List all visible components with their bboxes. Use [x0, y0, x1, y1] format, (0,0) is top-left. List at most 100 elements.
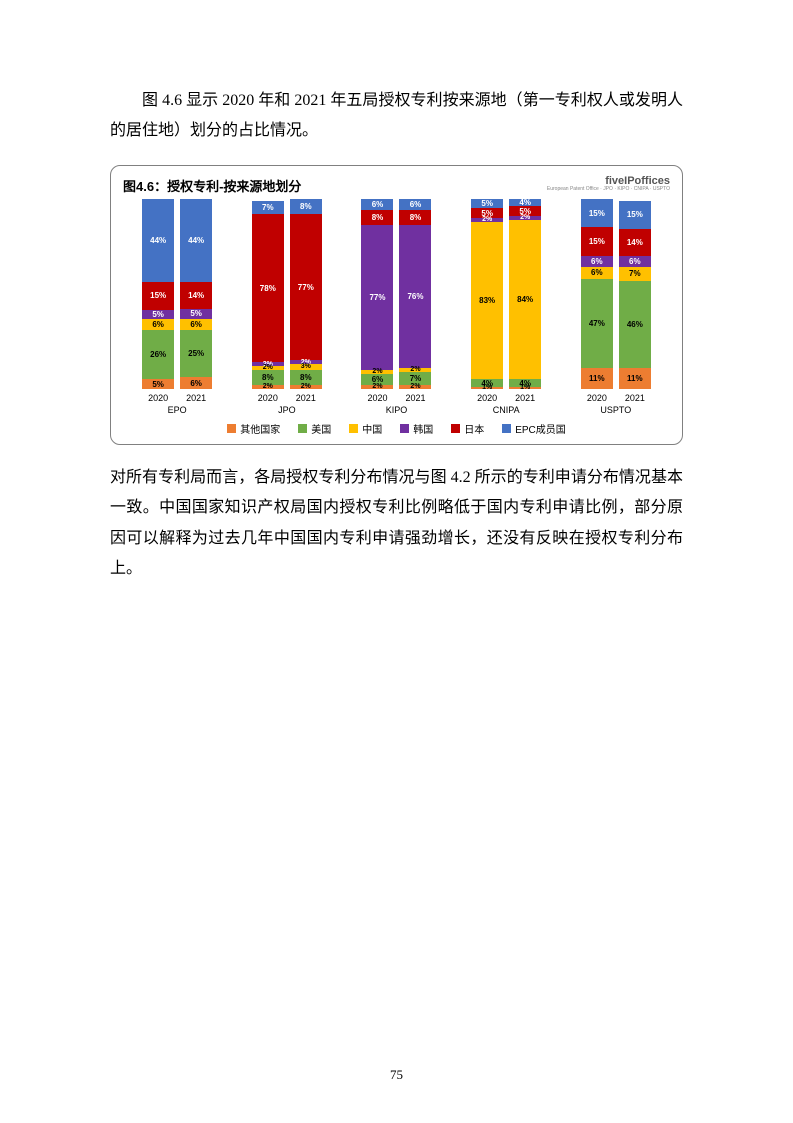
segment-其他国家: 2% [361, 385, 393, 389]
year-row: 2020 2021 [142, 393, 212, 403]
bars: 11%47%6%6%15%15%11%46%7%6%14%15% [581, 199, 651, 389]
plot-area: 5%26%6%5%15%44%6%25%6%5%14%44%20202021EP… [123, 195, 670, 415]
office-group-epo: 5%26%6%5%15%44%6%25%6%5%14%44%20202021EP… [129, 199, 225, 415]
segment-韩国: 6% [619, 256, 651, 267]
segment-中国: 6% [142, 319, 174, 330]
year-row: 20202021 [252, 393, 322, 403]
legend-label: EPC成员国 [515, 421, 566, 436]
office-label: EPO [168, 405, 187, 415]
segment-EPC成员国: 15% [619, 201, 651, 230]
segment-日本: 14% [180, 282, 212, 309]
chart-header: 图4.6：授权专利-按来源地划分 fiveIPoffices European … [123, 176, 670, 195]
segment-其他国家: 6% [180, 377, 212, 388]
stacked-bar: 11%46%7%6%14%15% [619, 199, 651, 389]
bars: 2%6%2%77%8%6%2%7%2%76%8%6% [361, 199, 431, 389]
stacked-bar: 11%47%6%6%15%15% [581, 199, 613, 389]
page: 图 4.6 显示 2020 年和 2021 年五局授权专利按来源地（第一专利权人… [0, 0, 793, 1123]
segment-日本: 78% [252, 214, 284, 362]
segment-日本: 8% [361, 210, 393, 225]
office-label: KIPO [386, 405, 408, 415]
bars: 2%8%2%2%78%7%2%8%3%2%77%8% [252, 199, 322, 389]
intro-paragraph: 图 4.6 显示 2020 年和 2021 年五局授权专利按来源地（第一专利权人… [110, 86, 683, 147]
segment-其他国家: 2% [252, 385, 284, 389]
stacked-bar: 1%4%83%2%5%5% [471, 199, 503, 389]
office-group-jpo: 2%8%2%2%78%7%2%8%3%2%77%8%20202021JPO [239, 199, 335, 415]
stacked-bar: 2%6%2%77%8%6% [361, 199, 393, 389]
year-row: 2020 2021 [471, 393, 541, 403]
legend-label: 日本 [464, 421, 484, 436]
year-label: 2020 [581, 393, 613, 403]
segment-其他国家: 1% [509, 387, 541, 389]
year-label: 2020 [471, 393, 503, 403]
segment-中国: 84% [509, 220, 541, 380]
year-label: 2021 [619, 393, 651, 403]
segment-韩国: 5% [142, 310, 174, 319]
segment-EPC成员国: 6% [399, 199, 431, 210]
segment-美国: 47% [581, 279, 613, 368]
segment-韩国: 6% [581, 256, 613, 267]
segment-EPC成员国: 15% [581, 199, 613, 228]
legend-item: 其他国家 [227, 421, 280, 436]
segment-日本: 14% [619, 229, 651, 256]
stacked-bar: 6%25%6%5%14%44% [180, 199, 212, 389]
legend-swatch [349, 424, 358, 433]
year-label: 2020 [361, 393, 393, 403]
office-group-cnipa: 1%4%83%2%5%5%1%4%84%2%5%4%20202021CNIPA [458, 199, 554, 415]
segment-日本: 77% [290, 214, 322, 360]
segment-中国: 6% [581, 267, 613, 278]
office-label: CNIPA [493, 405, 520, 415]
year-label: 2020 [252, 393, 284, 403]
legend-swatch [502, 424, 511, 433]
stacked-bar: 1%4%84%2%5%4% [509, 199, 541, 389]
bars: 5%26%6%5%15%44%6%25%6%5%14%44% [142, 199, 212, 389]
segment-其他国家: 11% [619, 368, 651, 389]
legend-item: 韩国 [400, 421, 433, 436]
year-label: 2021 [509, 393, 541, 403]
year-label: 2020 [142, 393, 174, 403]
segment-EPC成员国: 4% [509, 199, 541, 207]
legend-item: 中国 [349, 421, 382, 436]
legend-swatch [227, 424, 236, 433]
stacked-bar: 2%8%3%2%77%8% [290, 199, 322, 389]
legend-item: 美国 [298, 421, 331, 436]
segment-中国: 6% [180, 319, 212, 330]
body-text: 对所有专利局而言，各局授权专利分布情况与图 4.2 所示的专利申请分布情况基本一… [110, 469, 683, 577]
segment-美国: 46% [619, 281, 651, 368]
legend-swatch [298, 424, 307, 433]
five-ip-offices-logo: fiveIPoffices European Patent Office · J… [547, 176, 670, 192]
legend-label: 美国 [311, 421, 331, 436]
segment-其他国家: 2% [290, 385, 322, 389]
page-number: 75 [0, 1067, 793, 1083]
segment-日本: 15% [142, 282, 174, 310]
stacked-bar: 2%8%2%2%78%7% [252, 199, 284, 389]
segment-美国: 26% [142, 330, 174, 379]
legend-swatch [451, 424, 460, 433]
year-label: 2021 [180, 393, 212, 403]
segment-其他国家: 2% [399, 385, 431, 389]
stacked-bar: 2%7%2%76%8%6% [399, 199, 431, 389]
segment-EPC成员国: 44% [142, 199, 174, 282]
intro-text: 图 4.6 显示 2020 年和 2021 年五局授权专利按来源地（第一专利权人… [110, 92, 683, 139]
chart-title: 图4.6：授权专利-按来源地划分 [123, 176, 301, 195]
figure-4-6: 图4.6：授权专利-按来源地划分 fiveIPoffices European … [110, 165, 683, 445]
bars: 1%4%83%2%5%5%1%4%84%2%5%4% [471, 199, 541, 389]
segment-日本: 15% [581, 227, 613, 256]
office-group-kipo: 2%6%2%77%8%6%2%7%2%76%8%6%20202021KIPO [348, 199, 444, 415]
year-label: 2021 [399, 393, 431, 403]
segment-韩国: 76% [399, 225, 431, 368]
segment-中国: 7% [619, 267, 651, 280]
office-group-uspto: 11%47%6%6%15%15%11%46%7%6%14%15%20202021… [568, 199, 664, 415]
segment-韩国: 77% [361, 225, 393, 370]
segment-美国: 25% [180, 330, 212, 378]
segment-EPC成员国: 44% [180, 199, 212, 283]
segment-EPC成员国: 7% [252, 201, 284, 214]
stacked-bar: 5%26%6%5%15%44% [142, 199, 174, 389]
legend-label: 其他国家 [240, 421, 280, 436]
office-label: USPTO [600, 405, 631, 415]
legend-item: 日本 [451, 421, 484, 436]
segment-韩国: 5% [180, 309, 212, 319]
legend-label: 中国 [362, 421, 382, 436]
segment-EPC成员国: 5% [471, 199, 503, 209]
office-label: JPO [278, 405, 296, 415]
segment-中国: 83% [471, 222, 503, 380]
